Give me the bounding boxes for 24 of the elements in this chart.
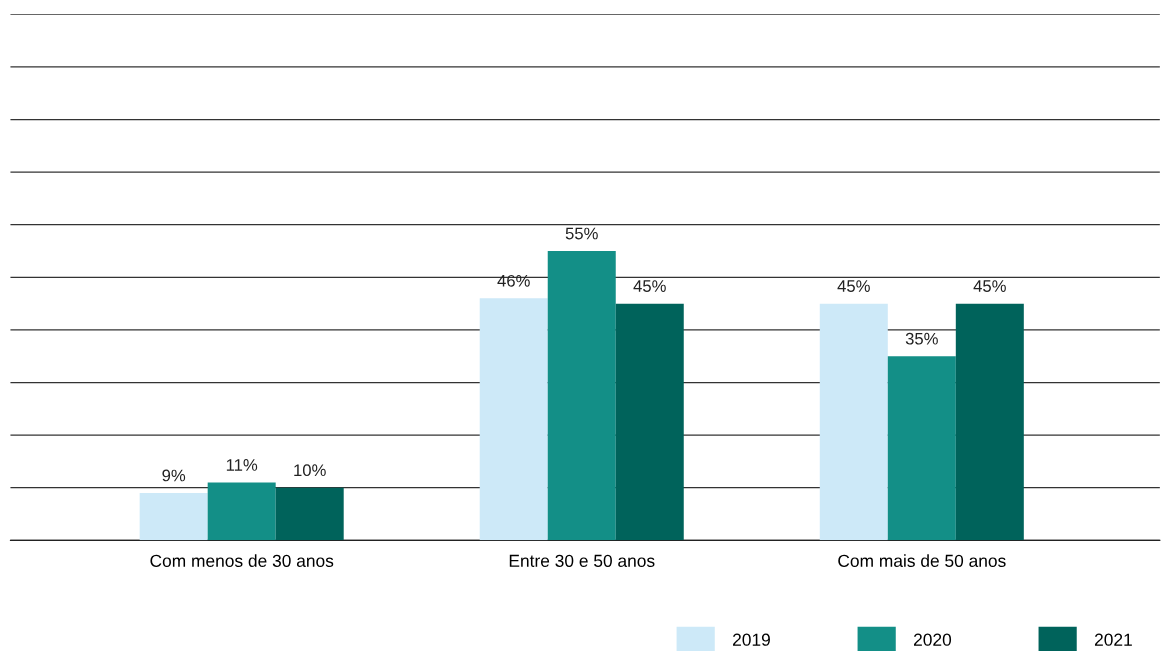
bar (615, 303, 684, 541)
x-tick-label: Entre 30 e 50 anos (509, 554, 655, 567)
bar (547, 251, 616, 541)
bar (887, 356, 956, 541)
data-label: 46% (497, 274, 530, 287)
bar (207, 482, 276, 541)
data-label: 45% (837, 280, 870, 292)
bar (275, 487, 344, 541)
data-label: 10% (294, 464, 326, 477)
bar (955, 303, 1024, 541)
bar (819, 303, 888, 541)
bar (139, 492, 208, 541)
legend-label: 2019 (733, 633, 770, 646)
legend-label: 2020 (914, 633, 952, 646)
data-label: 45% (633, 280, 666, 292)
x-tick-label: Com menos de 30 anos (150, 554, 334, 567)
data-label: 11% (226, 459, 258, 471)
x-tick-label: Com mais de 50 anos (838, 554, 1006, 567)
bar (479, 298, 548, 541)
data-label: 45% (973, 280, 1006, 292)
legend-label: 2021 (1094, 633, 1132, 646)
data-label: 9% (162, 469, 186, 482)
data-label: 55% (565, 227, 598, 240)
data-label: 35% (905, 332, 938, 345)
